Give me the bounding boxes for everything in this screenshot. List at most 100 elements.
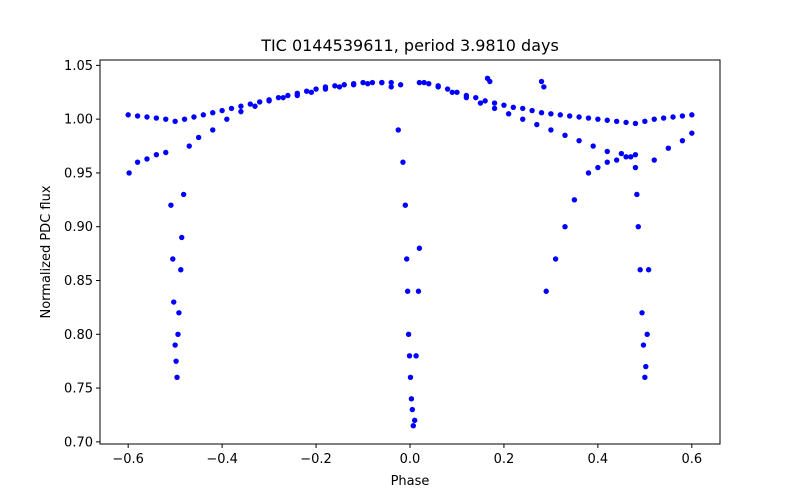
- data-points: [125, 75, 695, 429]
- data-point: [637, 267, 643, 273]
- data-point: [257, 99, 263, 105]
- data-point: [332, 83, 338, 89]
- data-point: [179, 234, 185, 241]
- data-point: [195, 134, 202, 141]
- data-point: [210, 127, 216, 133]
- data-point: [567, 113, 573, 119]
- data-point: [153, 151, 160, 158]
- data-point: [228, 105, 235, 112]
- data-point: [365, 80, 371, 87]
- data-point: [604, 148, 610, 155]
- y-tick-label: 0.80: [64, 328, 93, 343]
- data-point: [186, 143, 192, 149]
- data-point: [176, 310, 182, 316]
- data-point: [404, 256, 410, 262]
- data-point: [576, 114, 582, 120]
- data-point: [395, 127, 401, 133]
- data-point: [510, 104, 517, 111]
- data-point: [178, 267, 184, 273]
- data-point: [538, 110, 545, 116]
- data-point: [562, 132, 568, 138]
- data-point: [421, 79, 427, 86]
- data-point: [491, 100, 498, 106]
- data-point: [454, 89, 460, 95]
- data-point: [426, 80, 432, 87]
- y-tick-label: 1.00: [64, 113, 93, 128]
- data-point: [623, 119, 629, 126]
- data-point: [294, 90, 300, 97]
- data-point: [252, 103, 258, 109]
- data-point: [595, 116, 601, 122]
- data-point: [543, 288, 549, 294]
- data-point: [360, 79, 366, 86]
- data-point: [400, 159, 406, 165]
- data-point: [632, 164, 639, 171]
- data-point: [163, 116, 169, 122]
- x-axis-label: Phase: [391, 474, 430, 489]
- data-point: [552, 256, 559, 262]
- data-point: [679, 137, 686, 144]
- data-point: [413, 353, 419, 359]
- data-point: [408, 396, 415, 402]
- data-point: [175, 331, 181, 337]
- data-point: [210, 110, 216, 116]
- data-point: [548, 127, 554, 133]
- data-point: [397, 82, 404, 88]
- data-point: [644, 331, 650, 337]
- data-point: [640, 342, 647, 348]
- data-point: [388, 84, 394, 90]
- data-point: [350, 80, 357, 87]
- data-point: [590, 143, 596, 149]
- data-point: [404, 288, 411, 294]
- data-point: [482, 98, 488, 104]
- y-axis-label: Normalized PDC flux: [39, 185, 54, 318]
- data-point: [369, 79, 376, 86]
- data-point: [409, 406, 416, 413]
- data-point: [388, 79, 394, 86]
- data-point: [275, 94, 282, 101]
- data-point: [435, 83, 441, 89]
- data-point: [238, 103, 244, 109]
- data-point: [341, 82, 347, 88]
- data-point: [219, 107, 225, 114]
- data-point: [643, 363, 649, 370]
- data-point: [173, 358, 179, 364]
- data-point: [402, 202, 408, 208]
- x-axis-ticks: −0.6 −0.4 −0.2 0.0 0.2 0.4 0.6: [112, 444, 702, 467]
- data-point: [562, 224, 568, 230]
- data-point: [224, 116, 230, 122]
- data-point: [689, 130, 695, 136]
- data-point: [534, 121, 540, 128]
- x-tick-label: 0.0: [400, 452, 421, 467]
- data-point: [153, 115, 160, 121]
- data-point: [336, 84, 343, 90]
- data-point: [585, 170, 592, 176]
- data-point: [406, 353, 413, 359]
- data-point: [144, 156, 150, 162]
- data-point: [623, 154, 629, 160]
- data-point: [416, 79, 423, 86]
- data-point: [642, 118, 648, 125]
- data-point: [163, 149, 169, 156]
- data-point: [405, 331, 412, 337]
- data-point: [585, 115, 592, 121]
- data-point: [670, 114, 676, 120]
- data-point: [444, 86, 451, 92]
- data-point: [541, 84, 547, 90]
- data-point: [313, 86, 319, 92]
- y-tick-label: 1.05: [64, 59, 93, 74]
- data-point: [604, 117, 610, 123]
- data-point: [634, 191, 640, 198]
- data-point: [632, 151, 639, 158]
- data-point: [180, 191, 187, 198]
- data-point: [632, 120, 639, 127]
- data-point: [463, 92, 470, 99]
- data-point: [134, 113, 141, 119]
- data-point: [520, 116, 526, 122]
- data-point: [613, 118, 620, 125]
- data-point: [639, 310, 645, 316]
- data-point: [125, 112, 131, 118]
- data-point: [134, 159, 141, 165]
- data-point: [322, 84, 329, 90]
- data-point: [181, 116, 188, 122]
